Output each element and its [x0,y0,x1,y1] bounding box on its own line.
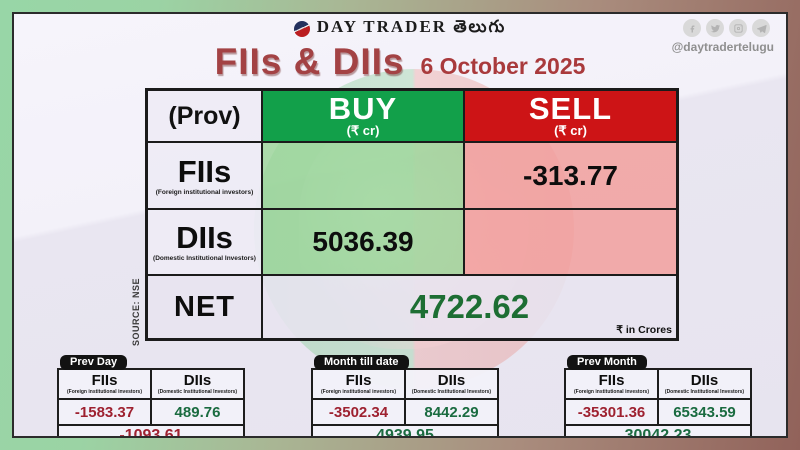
fii-label-cell: FIIs (Foreign institutional investors) [147,142,262,209]
prev-day-tab: Prev Day [60,355,128,370]
mtd-dii-label: DIIs [437,372,466,389]
dii-sell-cell [464,209,677,275]
prev-day-fii-header: FIIs (Foreign institutional investors) [59,370,150,398]
sell-header-cell: SELL (₹ cr) [464,90,677,142]
mtd-net-value: 4939.95 [313,424,497,436]
fii-label: FIIs [177,153,232,189]
net-value-cell: 4722.62 ₹ in Crores [262,275,677,339]
dii-label: DIIs [176,220,233,255]
dii-buy-value: 5036.39 [312,226,414,257]
social-icons [683,19,770,37]
prev-month-dii-header: DIIs (Domestic Institutional Investors) [657,370,750,398]
prev-day-dii-header: DIIs (Domestic Institutional Investors) [150,370,243,398]
source-label: SOURCE: NSE [131,278,141,347]
mtd-dii-sublabel: (Domestic Institutional Investors) [411,389,492,395]
fii-sell-cell: -313.77 [464,142,677,209]
brand-bar: DAY TRADER తెలుగు [14,17,786,42]
prev-day-fii-sublabel: (Foreign institutional investors) [66,389,142,395]
prov-header-cell: (Prov) [147,90,262,142]
fii-sublabel: (Foreign institutional investors) [155,188,254,196]
prev-month-fii-value: -35301.36 [577,403,646,421]
page-title: FIIs & DIIs [214,41,405,82]
prev-month-tab: Prev Month [567,355,647,370]
sell-header-unit: (₹ cr) [554,123,587,139]
twitter-icon[interactable] [706,19,724,37]
prev-day-fii-value: -1583.37 [74,403,135,421]
fii-sell-value: -313.77 [523,159,618,191]
dii-sublabel: (Domestic Institutional Investors) [153,255,256,262]
buy-header-unit: (₹ cr) [346,123,380,139]
mtd-fii-header: FIIs (Foreign institutional investors) [313,370,404,398]
social-handle: @daytradertelugu [671,40,774,54]
prev-month-dii-value: 65343.59 [657,400,750,424]
brand-logo-icon [293,21,310,37]
mtd-dii-value: 8442.29 [404,400,497,424]
poster-card: DAY TRADER తెలుగు @daytradertelugu FIIs … [12,12,788,438]
buy-header-cell: BUY (₹ cr) [262,90,464,142]
title-row: FIIs & DIIs 6 October 2025 [14,41,786,83]
net-label-cell: NET [147,275,262,339]
net-value: 4722.62 [409,288,530,325]
mtd-fii-value: -3502.34 [328,403,389,421]
title-date: 6 October 2025 [420,53,586,79]
mtd-fii-label: FIIs [345,372,372,389]
prev-day-dii-label: DIIs [183,372,212,389]
prev-day-panel: Prev Day FIIs (Foreign institutional inv… [57,350,245,436]
fii-buy-cell [262,142,464,209]
prev-month-table: FIIs (Foreign institutional investors) D… [564,368,752,436]
dii-buy-cell: 5036.39 [262,209,464,275]
brand-name: DAY TRADER తెలుగు [316,17,507,36]
net-label: NET [174,290,235,323]
mtd-dii-header: DIIs (Domestic Institutional Investors) [404,370,497,398]
main-table: (Prov) BUY (₹ cr) SELL (₹ cr) FIIs (Fore… [145,88,679,341]
mtd-fii-sublabel: (Foreign institutional investors) [320,389,396,395]
prev-day-dii-sublabel: (Domestic Institutional Investors) [157,389,238,395]
unit-note: ₹ in Crores [616,324,672,336]
prev-month-fii-label: FIIs [598,372,625,389]
dii-label-cell: DIIs (Domestic Institutional Investors) [147,209,262,275]
month-till-date-table: FIIs (Foreign institutional investors) D… [311,368,499,436]
month-till-date-tab: Month till date [314,355,409,370]
prev-month-panel: Prev Month FIIs (Foreign institutional i… [564,350,752,436]
prev-month-dii-sublabel: (Domestic Institutional Investors) [664,389,745,395]
prev-day-dii-value: 489.76 [150,400,243,424]
prev-month-net-value: 30042.23 [566,424,750,436]
prov-label: (Prov) [168,101,241,130]
instagram-icon[interactable] [729,19,747,37]
prev-day-fii-label: FIIs [91,372,118,389]
facebook-icon[interactable] [683,19,701,37]
prev-month-fii-header: FIIs (Foreign institutional investors) [566,370,657,398]
prev-month-dii-label: DIIs [690,372,719,389]
prev-month-fii-sublabel: (Foreign institutional investors) [573,389,649,395]
month-till-date-panel: Month till date FIIs (Foreign institutio… [311,350,499,436]
telegram-icon[interactable] [752,19,770,37]
buy-header-label: BUY [328,91,398,127]
prev-day-net-value: -1093.61 [59,424,243,436]
prev-day-table: FIIs (Foreign institutional investors) D… [57,368,245,436]
sell-header-label: SELL [528,91,613,127]
